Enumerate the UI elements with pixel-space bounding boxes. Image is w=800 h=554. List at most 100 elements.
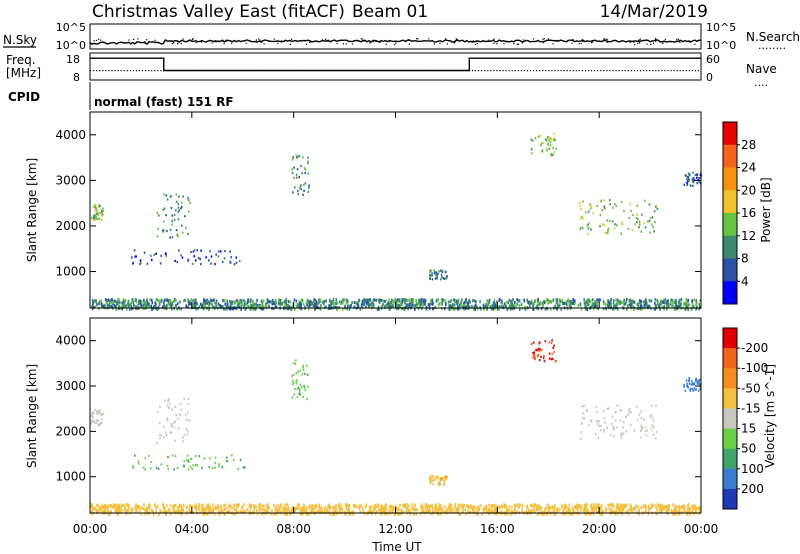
range-cell — [501, 305, 503, 308]
range-cell — [307, 160, 309, 163]
range-cell — [536, 354, 539, 357]
range-cell — [436, 477, 438, 480]
range-cell — [217, 302, 220, 306]
range-cell — [654, 205, 657, 208]
range-cell — [533, 351, 536, 354]
range-cell — [383, 507, 385, 511]
range-cell — [663, 298, 665, 302]
range-cell — [144, 512, 147, 516]
range-cell — [166, 419, 169, 422]
range-cell — [415, 298, 417, 302]
range-cell — [124, 305, 127, 309]
range-cell — [587, 509, 590, 513]
range-cell — [570, 305, 572, 309]
range-cell — [457, 307, 460, 311]
range-cell — [697, 389, 700, 392]
nave-point — [502, 70, 504, 72]
nave-point — [300, 70, 302, 72]
nave-point — [163, 70, 165, 72]
range-cell — [127, 299, 130, 303]
range-cell — [130, 305, 133, 309]
range-cell — [648, 507, 650, 511]
nsearch-point — [437, 40, 440, 42]
colorbar-tick-label: -200 — [741, 341, 768, 355]
range-cell — [544, 340, 547, 343]
range-cell — [191, 467, 194, 471]
range-cell — [131, 256, 133, 259]
range-cell — [689, 389, 692, 392]
range-cell — [189, 300, 191, 304]
range-cell — [236, 507, 238, 510]
nave-point — [123, 70, 125, 72]
nsearch-point — [214, 40, 216, 42]
range-cell — [201, 508, 203, 512]
range-cell — [365, 301, 368, 305]
range-cell — [169, 431, 171, 434]
nsearch-point — [325, 38, 327, 40]
range-cell — [609, 503, 611, 507]
range-cell — [225, 456, 228, 459]
range-cell — [492, 505, 494, 509]
range-cell — [261, 508, 263, 512]
range-cell — [468, 299, 470, 303]
range-cell — [207, 512, 209, 516]
nave-point — [303, 70, 306, 72]
range-cell — [215, 506, 218, 510]
range-cell — [638, 413, 641, 416]
range-cell — [175, 510, 178, 514]
range-cell — [692, 389, 695, 392]
range-cell — [219, 304, 222, 308]
range-cell — [94, 422, 96, 425]
range-cell — [121, 304, 123, 308]
range-cell — [292, 191, 294, 194]
range-cell — [592, 302, 595, 306]
range-cell — [516, 298, 518, 302]
range-cell — [686, 183, 689, 186]
range-cell — [429, 274, 431, 277]
range-cell — [381, 304, 384, 308]
range-cell — [238, 503, 240, 507]
range-cell — [654, 298, 657, 302]
range-cell — [184, 413, 187, 416]
range-cell — [222, 298, 224, 302]
range-cell — [679, 508, 681, 511]
range-cell — [158, 512, 160, 516]
range-cell — [689, 173, 691, 176]
range-cell — [289, 512, 292, 516]
range-cell — [253, 302, 256, 306]
nave-point — [355, 70, 357, 72]
nave-point — [514, 70, 516, 72]
range-cell — [618, 505, 621, 509]
range-cell — [564, 503, 566, 507]
range-cell — [537, 299, 539, 303]
range-cell — [507, 508, 509, 512]
nave-point — [450, 70, 452, 72]
range-cell — [553, 504, 556, 508]
range-cell — [169, 402, 171, 405]
range-cell — [549, 144, 552, 147]
range-cell — [435, 273, 438, 276]
range-cell — [498, 505, 500, 509]
range-cell — [643, 304, 646, 307]
nsearch-point — [472, 40, 474, 42]
range-cell — [162, 208, 165, 211]
range-cell — [428, 509, 430, 513]
range-cell — [437, 303, 440, 307]
range-cell — [695, 378, 697, 381]
range-cell — [622, 432, 625, 435]
range-cell — [411, 506, 413, 510]
range-cell — [262, 307, 265, 311]
range-cell — [312, 304, 315, 308]
range-cell — [272, 301, 275, 305]
range-cell — [383, 505, 386, 509]
range-cell — [227, 506, 229, 510]
range-cell — [668, 508, 670, 512]
range-cell — [586, 508, 589, 512]
nsearch-point — [105, 43, 107, 45]
range-cell — [366, 302, 369, 306]
range-cell — [535, 348, 537, 352]
range-cell — [240, 304, 242, 308]
range-cell — [534, 137, 537, 140]
range-cell — [162, 220, 165, 223]
range-cell — [241, 510, 243, 514]
